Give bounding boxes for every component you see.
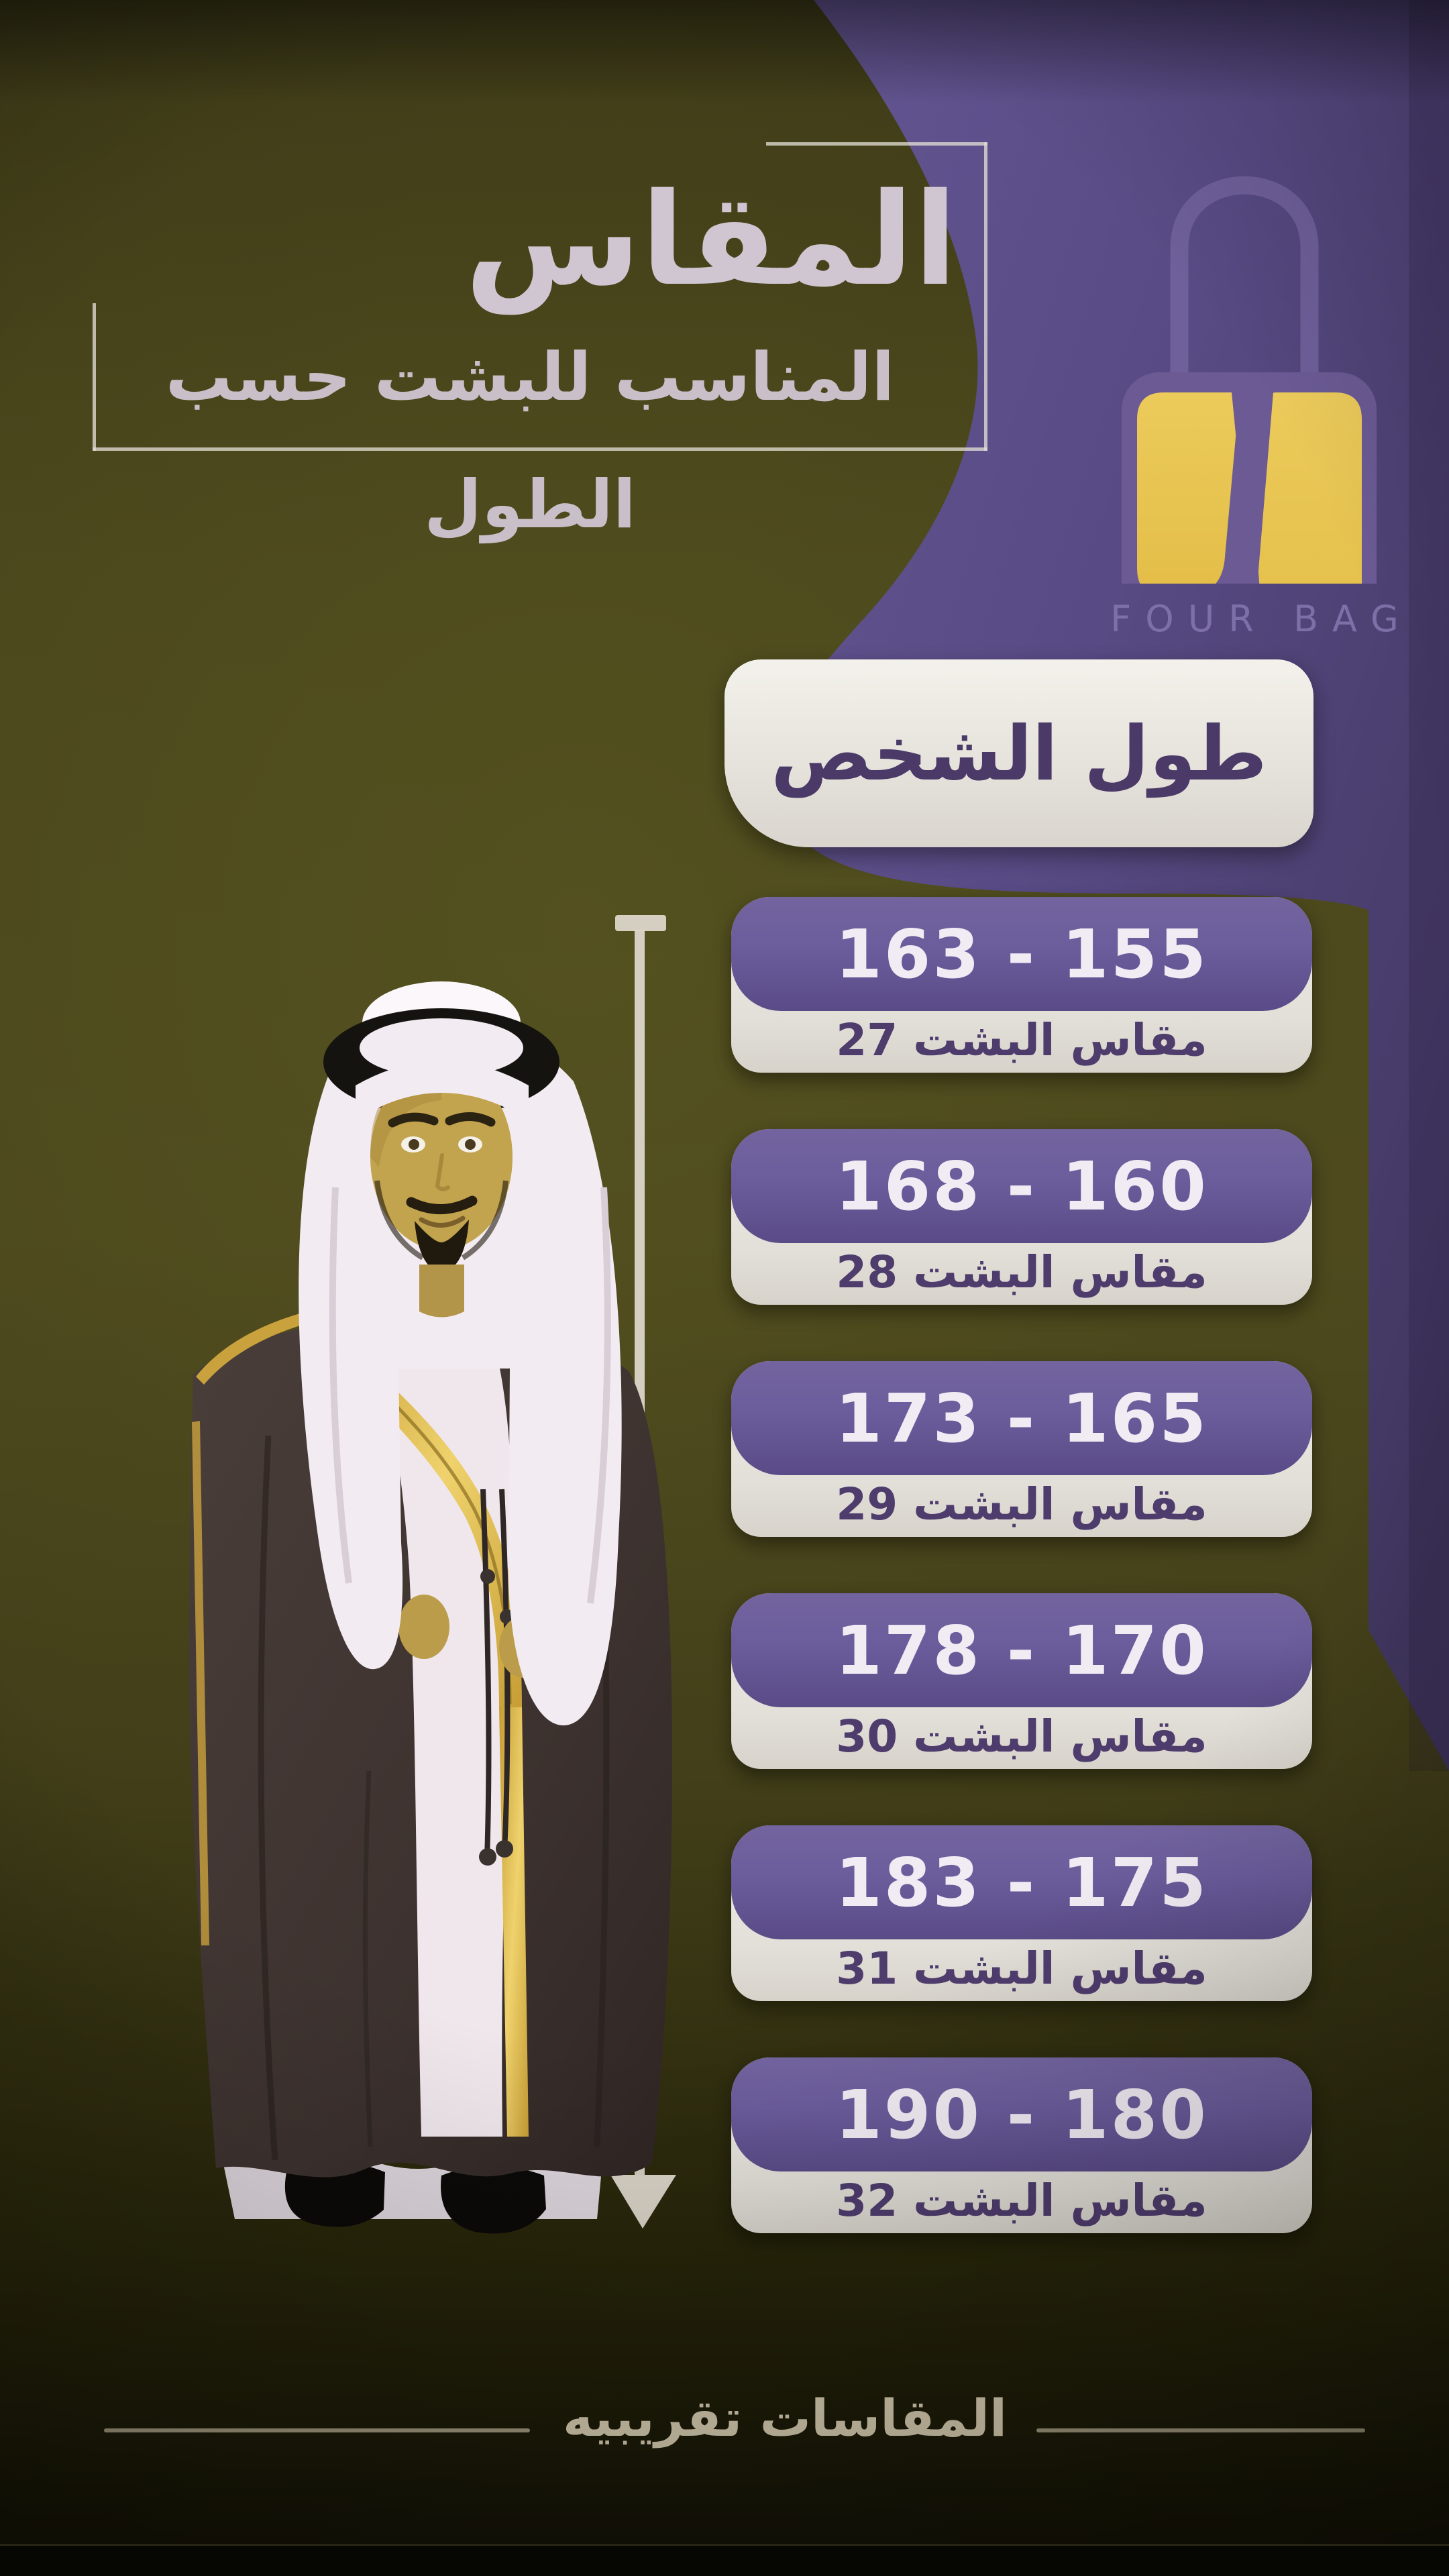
bottom-edge-bar xyxy=(0,2544,1449,2576)
bisht-size-label: مقاس البشت 32 xyxy=(836,2175,1208,2226)
shopping-bag-4-icon xyxy=(1122,176,1377,584)
height-range-pill: 168 - 160 xyxy=(731,1129,1312,1243)
size-card: 173 - 165 مقاس البشت 29 xyxy=(731,1361,1312,1537)
bisht-size-label: مقاس البشت 28 xyxy=(836,1246,1208,1298)
height-range-pill: 190 - 180 xyxy=(731,2057,1312,2171)
size-guide-rows: 163 - 155 مقاس البشت 27 168 - 160 مقاس ا… xyxy=(731,897,1312,2290)
size-card: 190 - 180 مقاس البشت 32 xyxy=(731,2057,1312,2233)
height-range-pill: 173 - 165 xyxy=(731,1361,1312,1475)
footer-divider-right xyxy=(1036,2428,1365,2432)
title-frame-left-line xyxy=(93,303,96,451)
page-title: المقاس xyxy=(464,166,958,314)
footer-divider-left xyxy=(104,2428,530,2432)
bisht-size-label: مقاس البشت 31 xyxy=(836,1943,1208,1994)
size-card: 183 - 175 مقاس البشت 31 xyxy=(731,1825,1312,2001)
size-card: 168 - 160 مقاس البشت 28 xyxy=(731,1129,1312,1305)
footer-note: المقاسات تقريبيه xyxy=(562,2388,1008,2448)
man-in-bisht-illustration xyxy=(189,981,672,2234)
bisht-size-label: مقاس البشت 27 xyxy=(836,1014,1208,1066)
size-card: 178 - 170 مقاس البشت 30 xyxy=(731,1593,1312,1769)
brand-name: FOUR BAG xyxy=(1110,598,1413,640)
title-frame-top-line xyxy=(766,142,987,146)
height-range-pill: 163 - 155 xyxy=(731,897,1312,1011)
bisht-size-label: مقاس البشت 29 xyxy=(836,1479,1208,1530)
page-subtitle: المناسب للبشت حسب الطول xyxy=(165,339,895,543)
height-range-pill: 178 - 170 xyxy=(731,1593,1312,1707)
height-range-pill: 183 - 175 xyxy=(731,1825,1312,1939)
size-card: 163 - 155 مقاس البشت 27 xyxy=(731,897,1312,1073)
column-header-person-height: طول الشخص xyxy=(724,659,1313,847)
bisht-size-label: مقاس البشت 30 xyxy=(836,1711,1208,1762)
